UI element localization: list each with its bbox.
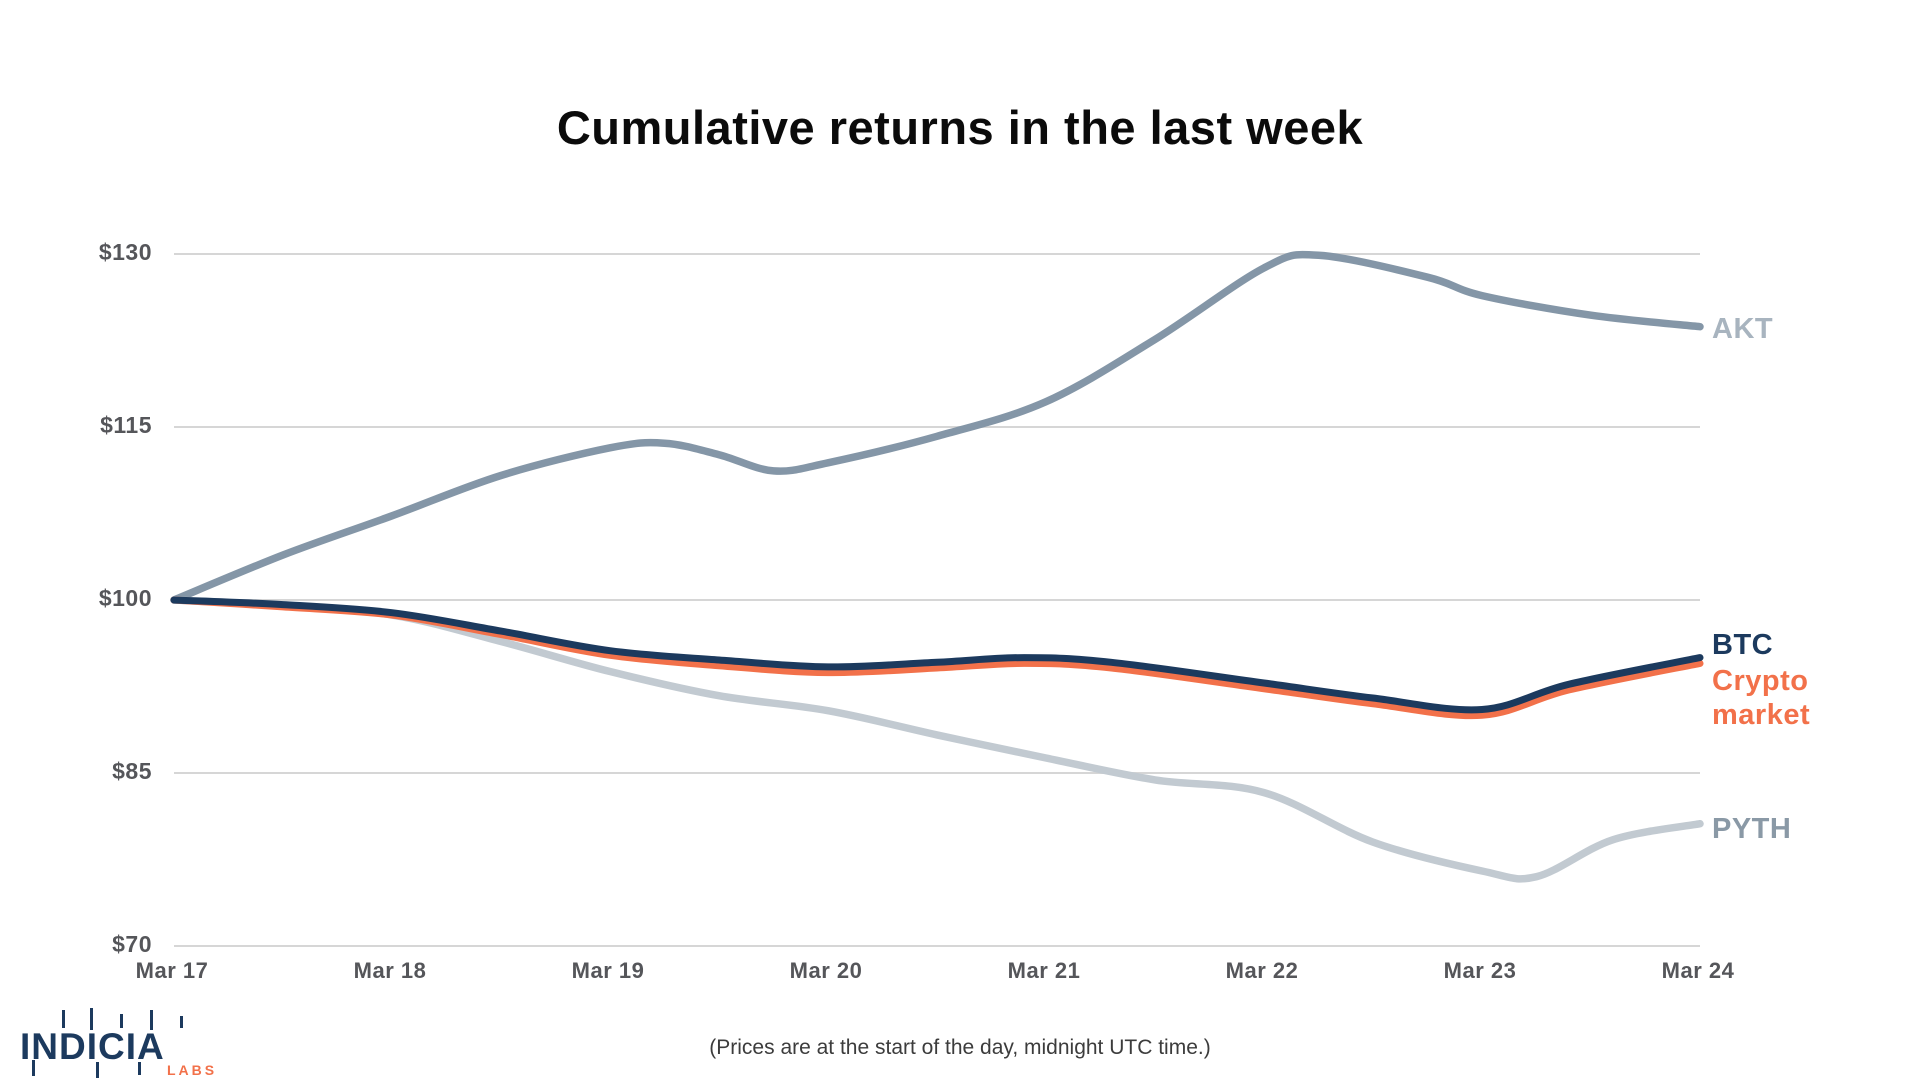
x-axis-label: Mar 23 [1443, 958, 1517, 983]
series-label-line: BTC [1712, 629, 1774, 661]
gridline [174, 599, 1700, 601]
chart-caption: (Prices are at the start of the day, mid… [709, 1036, 1211, 1059]
y-axis-label: $100 [98, 585, 152, 611]
chart-title: Cumulative returns in the last week [556, 101, 1364, 154]
candlestick-wick-icon [62, 1010, 65, 1028]
gridline [174, 253, 1700, 256]
y-axis-label: $70 [112, 930, 152, 957]
series-label-line: PYTH [1712, 813, 1792, 845]
gridline [174, 944, 1700, 947]
logo-sub-label: LABS [167, 1062, 218, 1078]
y-axis-label: $115 [100, 412, 152, 439]
candlestick-wick-icon [120, 1014, 123, 1028]
series-label-line: AKT [1712, 313, 1774, 345]
series-label-akt: AKT [1712, 312, 1773, 346]
candlestick-wick-icon [138, 1062, 141, 1075]
series-label-pyth: PYTH [1712, 812, 1791, 846]
candlestick-wick-icon [150, 1010, 153, 1030]
candlestick-wick-icon [32, 1060, 35, 1076]
gridline [174, 771, 1700, 774]
candlestick-wick-icon [180, 1016, 183, 1028]
x-axis-label: Mar 19 [571, 958, 645, 983]
indicia-logo: INDICIA LABS [20, 1008, 230, 1080]
y-axis-label: $130 [98, 239, 152, 266]
gridline [174, 426, 1700, 429]
series-label-crypto: Crypto market [1712, 664, 1810, 732]
y-axis-label: $85 [112, 757, 152, 784]
series-line-btc [170, 596, 1704, 714]
series-line-akt [170, 250, 1704, 604]
x-axis-label: Mar 22 [1225, 958, 1299, 983]
x-axis-label: Mar 20 [789, 958, 863, 983]
x-axis-label: Mar 24 [1661, 958, 1735, 983]
series-line-pyth [170, 596, 1704, 883]
x-axis-label: Mar 17 [135, 958, 209, 983]
candlestick-wick-icon [96, 1062, 99, 1078]
series-label-line: market [1712, 699, 1811, 731]
logo-wordmark: INDICIA [20, 1026, 165, 1067]
series-label-btc: BTC [1712, 628, 1773, 662]
x-axis-label: Mar 21 [1007, 958, 1081, 983]
series-label-line: Crypto [1712, 665, 1809, 697]
x-axis-label: Mar 18 [353, 958, 427, 983]
candlestick-wick-icon [90, 1008, 93, 1030]
